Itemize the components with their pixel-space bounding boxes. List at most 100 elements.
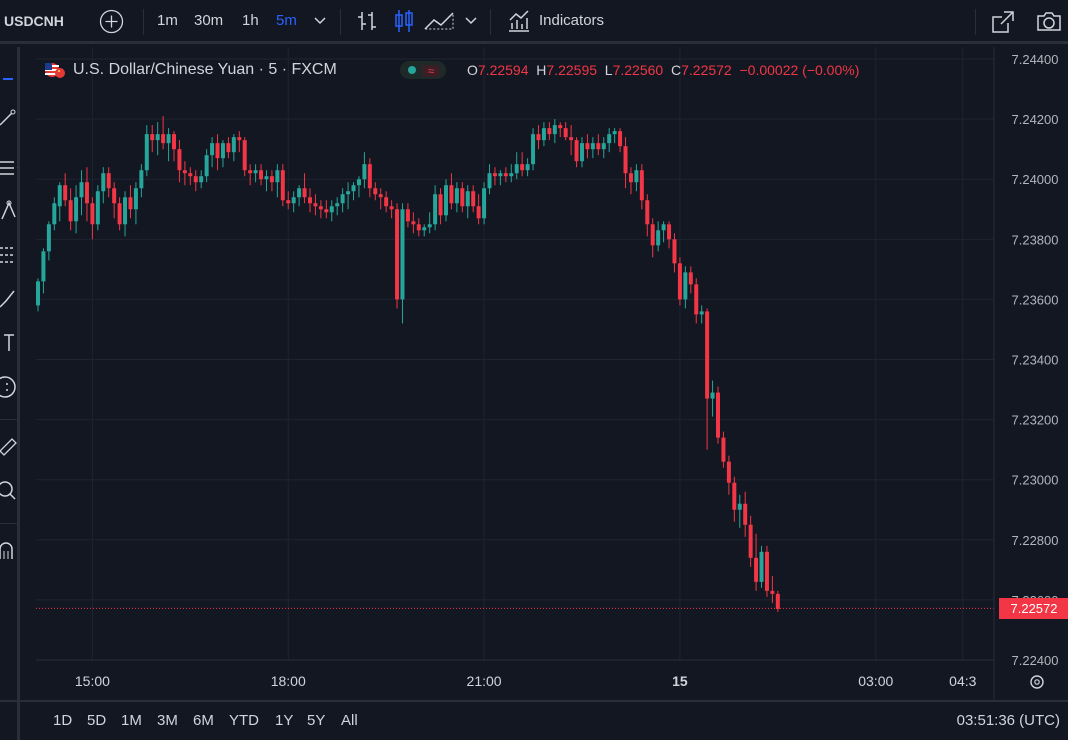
candle-body xyxy=(661,224,666,231)
candle-body xyxy=(677,263,682,300)
candle-body xyxy=(628,173,633,183)
candle-body xyxy=(650,224,655,246)
candle-body xyxy=(286,200,291,204)
chart-type-chevron-icon[interactable] xyxy=(465,16,477,26)
candle-body xyxy=(460,188,465,207)
candle-body xyxy=(433,194,438,225)
candle-body xyxy=(667,224,672,240)
last-price-value: 7.22572 xyxy=(1011,601,1058,616)
text-tool-icon[interactable] xyxy=(0,331,18,351)
settings-icon[interactable] xyxy=(1030,675,1044,689)
magnet-icon[interactable] xyxy=(0,539,18,559)
range-6m[interactable]: 6M xyxy=(193,712,214,729)
price-tick-label: 7.23800 xyxy=(1012,232,1059,247)
indicators-icon[interactable] xyxy=(507,9,531,33)
candles xyxy=(36,116,780,612)
candle-body xyxy=(172,134,176,150)
time-tick-label: 15:00 xyxy=(75,673,110,689)
candle-body xyxy=(226,143,231,153)
candle-body xyxy=(427,224,432,228)
candle-body xyxy=(552,125,557,135)
candle-body xyxy=(74,197,79,222)
candle-body xyxy=(84,182,89,204)
camera-icon[interactable] xyxy=(1035,9,1063,33)
candle-body xyxy=(367,164,372,189)
range-ytd[interactable]: YTD xyxy=(229,712,259,729)
candle-body xyxy=(726,461,731,483)
candle-body xyxy=(346,191,351,195)
chevron-down-icon[interactable] xyxy=(314,16,326,26)
area-icon[interactable] xyxy=(423,9,455,33)
candle-body xyxy=(694,284,699,315)
candle-body xyxy=(444,185,448,216)
crosshair-icon[interactable] xyxy=(0,69,18,89)
interval-5m[interactable]: 5m xyxy=(276,12,297,29)
range-1d[interactable]: 1D xyxy=(53,712,73,729)
bar-style-icon[interactable] xyxy=(355,9,379,33)
range-all[interactable]: All xyxy=(341,712,358,729)
trendline-icon[interactable] xyxy=(0,109,18,129)
candle-body xyxy=(645,200,650,225)
candle-body xyxy=(705,311,710,399)
indicators-button[interactable]: Indicators xyxy=(539,12,605,29)
symbol-search[interactable]: USDCNH xyxy=(4,13,64,29)
high-label: H xyxy=(536,62,547,78)
price-axis: 7.24400 7.24200 7.24000 7.23800 7.23600 7.234… xyxy=(1012,52,1059,668)
toolbar-divider xyxy=(0,419,18,420)
candle-body xyxy=(199,176,204,183)
candle-body xyxy=(449,185,454,204)
candle-body xyxy=(520,164,525,171)
candle-body xyxy=(770,590,775,594)
candle-body xyxy=(123,197,128,225)
prediction-icon[interactable] xyxy=(0,243,18,263)
us-flag-icon xyxy=(45,63,65,78)
candle-body xyxy=(384,197,389,207)
toolbar-divider xyxy=(143,9,144,35)
candle-body xyxy=(269,176,274,183)
candle-body xyxy=(672,239,677,264)
candle-body xyxy=(471,191,476,207)
range-5d[interactable]: 5D xyxy=(87,712,107,729)
candles-icon[interactable] xyxy=(392,8,416,34)
add-symbol-icon[interactable] xyxy=(99,9,124,34)
brush-icon[interactable] xyxy=(0,287,18,308)
candle-body xyxy=(340,194,345,204)
candle-body xyxy=(558,125,563,129)
candle-body xyxy=(155,134,160,141)
change-value: −0.00022 (−0.00%) xyxy=(739,62,860,78)
close-label: C xyxy=(670,62,682,78)
interval-1h[interactable]: 1h xyxy=(242,12,259,29)
time-tick-label: 21:00 xyxy=(467,673,502,689)
interval-1m[interactable]: 1m xyxy=(157,12,178,29)
toolbar-divider xyxy=(975,9,976,35)
candle-body xyxy=(63,185,68,201)
price-tick-label: 7.24200 xyxy=(1012,112,1059,127)
range-1m[interactable]: 1M xyxy=(121,712,142,729)
range-3m[interactable]: 3M xyxy=(157,712,178,729)
interval-30m[interactable]: 30m xyxy=(194,12,224,29)
candle-body xyxy=(416,224,421,231)
candle-body xyxy=(166,134,171,144)
market-status-badge[interactable]: ≈ xyxy=(400,61,446,79)
candle-body xyxy=(79,182,84,198)
range-5y[interactable]: 5Y xyxy=(307,712,326,729)
drawing-toolbar xyxy=(0,47,22,740)
zoom-icon[interactable] xyxy=(0,479,18,500)
candle-body xyxy=(580,143,584,162)
candle-body xyxy=(634,170,639,183)
fullscreen-icon[interactable] xyxy=(990,9,1016,35)
ruler-icon[interactable] xyxy=(0,433,18,456)
candle-body xyxy=(112,188,117,204)
range-1y[interactable]: 1Y xyxy=(275,712,294,729)
candle-body xyxy=(748,524,753,558)
pattern-icon[interactable] xyxy=(0,199,18,220)
emoji-icon[interactable] xyxy=(0,375,18,398)
utc-clock[interactable]: 03:51:36 (UTC) xyxy=(956,712,1060,729)
candle-body xyxy=(220,143,225,159)
candle-body xyxy=(308,197,312,204)
candle-body xyxy=(503,173,508,177)
candle-body xyxy=(68,200,73,222)
candle-body xyxy=(177,149,182,171)
symbol-title[interactable]: U.S. Dollar/Chinese Yuan · 5 · FXCM xyxy=(73,61,337,78)
